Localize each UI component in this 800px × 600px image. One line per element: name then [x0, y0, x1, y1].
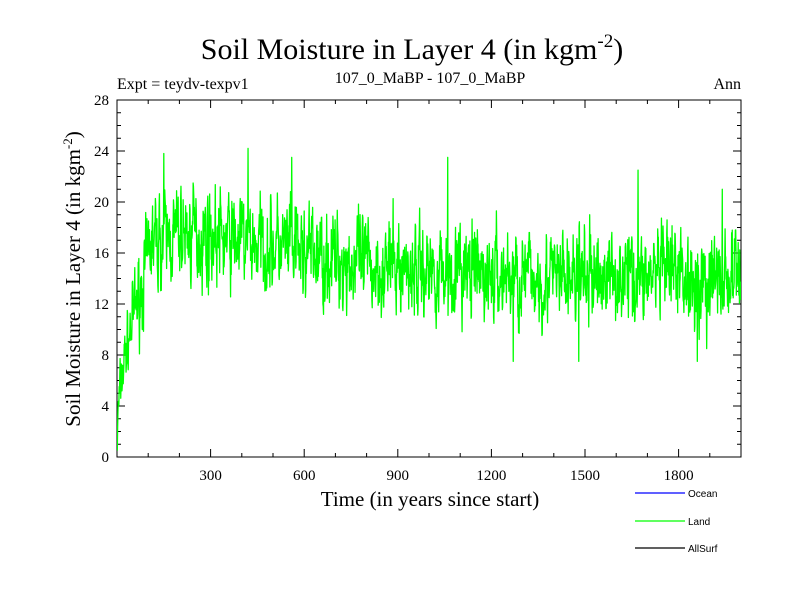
- legend-label-ocean: Ocean: [688, 489, 717, 500]
- y-tick-label: 0: [102, 450, 110, 466]
- x-tick-label: 1500: [570, 468, 600, 484]
- y-tick-label: 4: [102, 399, 110, 415]
- y-axis-ticks: [117, 112, 741, 445]
- chart-title-main: Soil Moisture in Layer 4 (in kgm: [201, 33, 598, 66]
- x-tick-label: 300: [199, 468, 222, 484]
- legend-label-land: Land: [688, 517, 710, 528]
- x-tick-label: 600: [293, 468, 316, 484]
- y-axis-tick-labels: 0 4 8 12 16 20 24 28: [94, 93, 110, 466]
- y-tick-label: 12: [94, 297, 109, 313]
- y-axis-label-close: ): [61, 131, 85, 138]
- expt-label: Expt = teydv-texpv1: [117, 76, 249, 93]
- x-axis-tick-labels: 300 600 900 1200 1500 1800: [199, 468, 693, 484]
- y-tick-label: 16: [94, 246, 110, 262]
- x-tick-label: 900: [387, 468, 410, 484]
- series-line-land: [117, 147, 741, 451]
- y-tick-label: 24: [94, 144, 110, 160]
- y-tick-label: 28: [94, 93, 109, 109]
- y-axis-label-main: Soil Moisture in Layer 4 (in kgm: [61, 149, 85, 427]
- chart-title-close: ): [613, 33, 623, 66]
- y-axis-label-sup: -2: [60, 138, 75, 149]
- x-tick-label: 1800: [664, 468, 694, 484]
- legend-label-allsurf: AllSurf: [688, 544, 718, 555]
- x-tick-label: 1200: [476, 468, 506, 484]
- y-axis-label: Soil Moisture in Layer 4 (in kgm-2): [60, 131, 85, 426]
- chart-title: Soil Moisture in Layer 4 (in kgm-2): [201, 31, 623, 66]
- legend: Ocean Land AllSurf: [635, 489, 718, 555]
- x-axis-label: Time (in years since start): [321, 487, 540, 511]
- x-axis-ticks: [147, 100, 711, 457]
- y-tick-label: 20: [94, 195, 109, 211]
- period-label: 107_0_MaBP - 107_0_MaBP: [335, 70, 526, 87]
- season-label: Ann: [713, 76, 741, 93]
- y-tick-label: 8: [102, 348, 110, 364]
- chart-title-sup: -2: [597, 31, 613, 52]
